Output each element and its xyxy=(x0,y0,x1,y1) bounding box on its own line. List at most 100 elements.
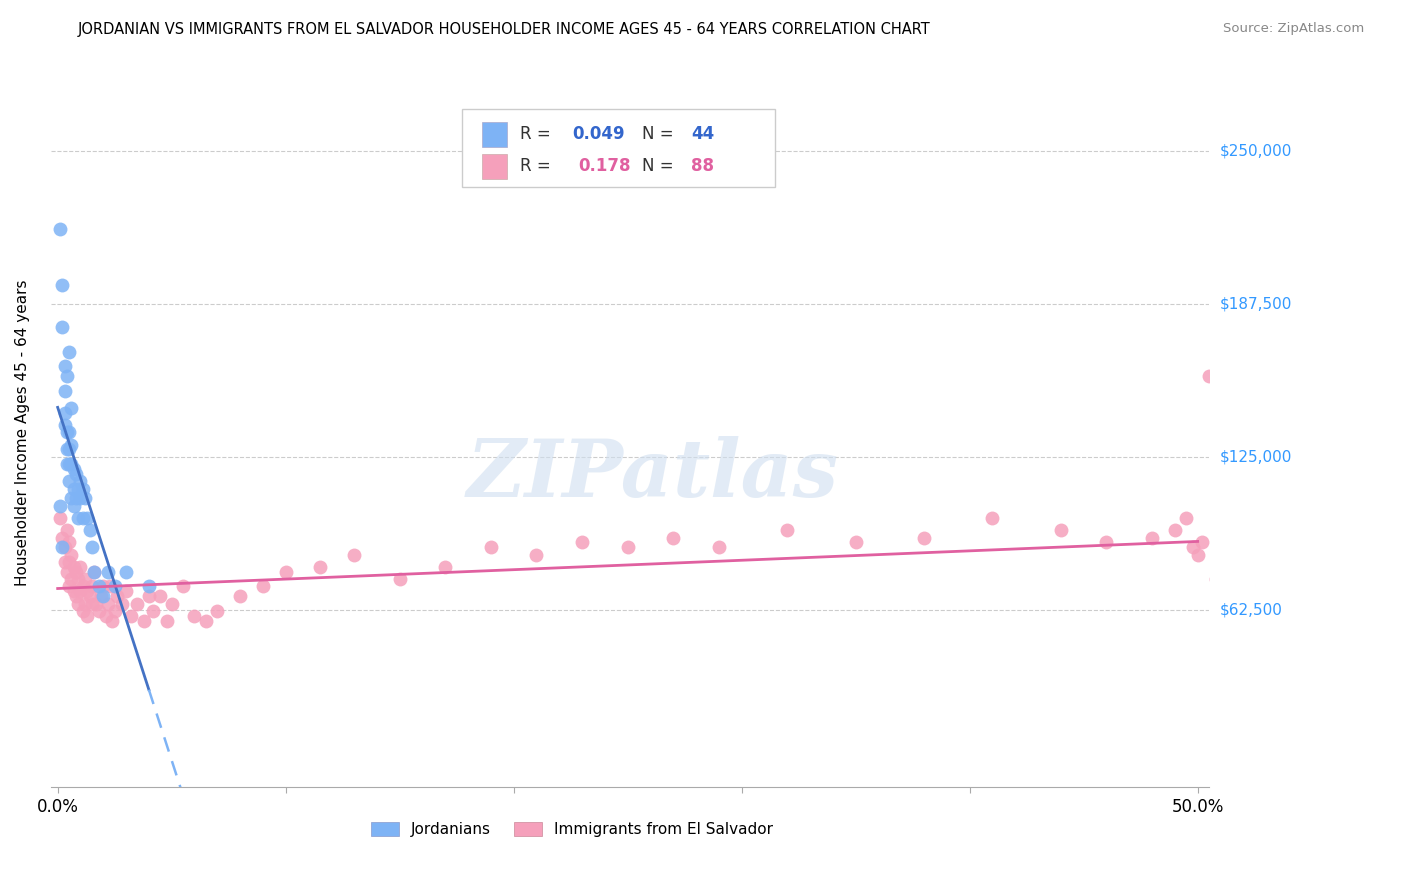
Point xyxy=(845,535,868,549)
Point xyxy=(58,344,80,359)
Point xyxy=(616,541,638,555)
Point xyxy=(58,579,80,593)
Point xyxy=(1220,560,1243,574)
Point xyxy=(58,535,80,549)
Point xyxy=(1213,579,1236,593)
Point xyxy=(53,417,76,432)
Point xyxy=(526,548,548,562)
Point xyxy=(1198,369,1220,384)
Point xyxy=(76,608,98,623)
Point xyxy=(53,384,76,398)
Point xyxy=(110,597,132,611)
Text: Source: ZipAtlas.com: Source: ZipAtlas.com xyxy=(1223,22,1364,36)
Point xyxy=(194,614,217,628)
Point xyxy=(65,467,87,481)
Point xyxy=(60,548,83,562)
Point xyxy=(172,579,194,593)
Point xyxy=(183,608,205,623)
Text: 44: 44 xyxy=(692,125,714,144)
Point xyxy=(1140,531,1163,545)
Text: 0.178: 0.178 xyxy=(578,157,630,175)
Text: $62,500: $62,500 xyxy=(1220,602,1284,617)
Text: R =: R = xyxy=(520,157,561,175)
Point xyxy=(309,560,332,574)
Point xyxy=(51,531,73,545)
Point xyxy=(1254,535,1277,549)
Text: N =: N = xyxy=(641,157,679,175)
Point xyxy=(1209,589,1232,603)
Point xyxy=(60,437,83,451)
Point xyxy=(138,579,160,593)
Point xyxy=(105,589,128,603)
Text: 0.049: 0.049 xyxy=(572,125,624,144)
Point xyxy=(79,523,101,537)
Point xyxy=(1175,511,1198,525)
Point xyxy=(72,482,94,496)
Point xyxy=(86,597,108,611)
Point xyxy=(56,457,79,471)
Point xyxy=(65,589,87,603)
Text: $125,000: $125,000 xyxy=(1220,450,1292,464)
Point xyxy=(58,457,80,471)
Point xyxy=(120,608,142,623)
Point xyxy=(51,541,73,555)
Point xyxy=(73,572,96,586)
FancyBboxPatch shape xyxy=(482,153,508,178)
Point xyxy=(49,222,72,236)
Point xyxy=(87,604,110,618)
Point xyxy=(56,442,79,457)
Point xyxy=(149,589,172,603)
Point xyxy=(252,579,274,593)
Text: N =: N = xyxy=(641,125,679,144)
Point xyxy=(58,475,80,489)
Point xyxy=(49,511,72,525)
Point xyxy=(51,278,73,293)
Point xyxy=(76,511,98,525)
FancyBboxPatch shape xyxy=(482,122,508,146)
Point xyxy=(98,579,121,593)
Point xyxy=(80,541,103,555)
Point xyxy=(79,589,101,603)
Text: $187,500: $187,500 xyxy=(1220,296,1292,311)
Point xyxy=(56,369,79,384)
Point xyxy=(101,614,124,628)
Point xyxy=(62,560,84,574)
Point xyxy=(707,541,730,555)
Point xyxy=(62,499,84,513)
Point xyxy=(981,511,1004,525)
Point xyxy=(434,560,457,574)
Y-axis label: Householder Income Ages 45 - 64 years: Householder Income Ages 45 - 64 years xyxy=(15,279,30,585)
Point xyxy=(60,457,83,471)
Point xyxy=(65,491,87,506)
Point xyxy=(115,584,138,599)
Text: R =: R = xyxy=(520,125,555,144)
Point xyxy=(94,608,117,623)
Point xyxy=(58,425,80,440)
Point xyxy=(1232,565,1254,579)
Point xyxy=(1243,555,1265,569)
Point xyxy=(67,597,90,611)
Text: ZIPatlas: ZIPatlas xyxy=(467,436,839,514)
Point xyxy=(73,491,96,506)
Point xyxy=(60,401,83,415)
Point xyxy=(53,406,76,420)
Text: $250,000: $250,000 xyxy=(1220,144,1292,159)
Point xyxy=(104,604,127,618)
FancyBboxPatch shape xyxy=(463,110,775,187)
Point xyxy=(104,579,127,593)
Point xyxy=(76,584,98,599)
Point xyxy=(62,584,84,599)
Point xyxy=(1227,548,1250,562)
Point xyxy=(134,614,156,628)
Point xyxy=(479,541,502,555)
Point xyxy=(91,589,114,603)
Point xyxy=(160,597,183,611)
Point xyxy=(69,475,91,489)
Point xyxy=(69,560,91,574)
Point xyxy=(1164,523,1187,537)
Point xyxy=(1050,523,1073,537)
Point xyxy=(90,589,112,603)
Legend: Jordanians, Immigrants from El Salvador: Jordanians, Immigrants from El Salvador xyxy=(366,816,779,843)
Point xyxy=(53,359,76,374)
Point xyxy=(1191,535,1213,549)
